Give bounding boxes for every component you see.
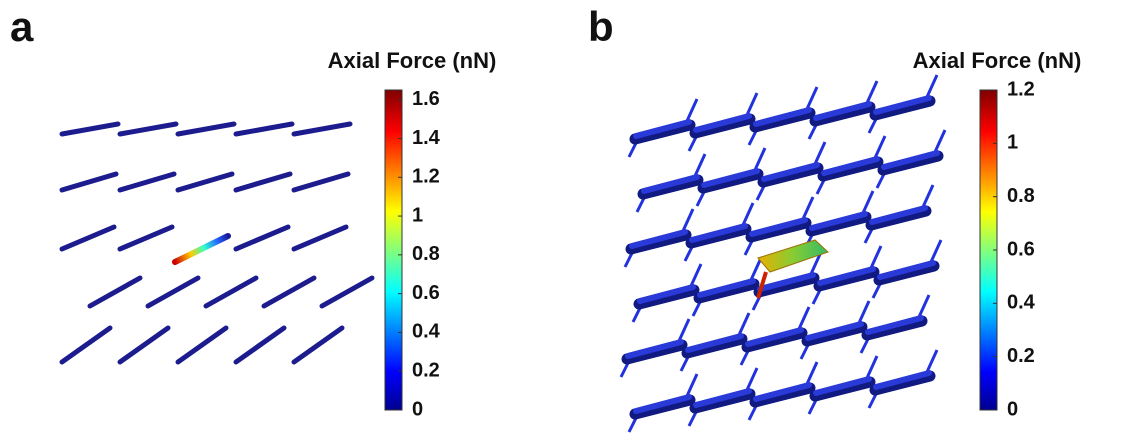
leg <box>687 99 697 121</box>
colorbar-tick-label: 1.2 <box>1007 78 1035 100</box>
leg <box>927 350 937 372</box>
leg <box>935 130 945 152</box>
leg <box>747 368 757 390</box>
colorbar-title: Axial Force (nN) <box>913 48 1082 73</box>
leg <box>755 148 765 170</box>
rod <box>322 278 372 306</box>
colorbar-tick-label: 0.4 <box>412 321 441 343</box>
leg <box>739 313 749 335</box>
leg <box>683 209 693 231</box>
leg <box>747 93 757 115</box>
leg <box>807 87 817 109</box>
colorbar-tick-label: 0.2 <box>1007 345 1035 367</box>
rod <box>294 328 342 362</box>
stressed-rod <box>175 236 228 262</box>
rod <box>178 124 234 134</box>
rod <box>62 174 116 190</box>
leg <box>863 191 873 213</box>
rod <box>120 174 174 190</box>
leg <box>815 142 825 164</box>
stressed-rod <box>758 240 828 272</box>
rod <box>120 227 172 249</box>
rod <box>294 124 350 134</box>
figure: a Axial Force (nN) 0 0.2 0.4 0.6 0.8 1 1.2 1.4 1.6… <box>0 0 1122 440</box>
rod <box>90 278 140 306</box>
rod <box>236 124 292 134</box>
colorbar-tick-label: 0 <box>412 398 423 420</box>
rod <box>236 328 284 362</box>
colorbar-tick-label: 1 <box>1007 132 1018 154</box>
leg <box>931 240 941 262</box>
colorbar-title: Axial Force (nN) <box>328 48 497 73</box>
rod <box>294 227 346 249</box>
colorbar-tick-label: 0.6 <box>1007 238 1035 260</box>
colorbar-tick-label: 0.2 <box>412 359 440 381</box>
leg <box>695 154 705 176</box>
leg <box>867 81 877 103</box>
leg <box>691 264 701 286</box>
rod <box>178 174 232 190</box>
rod <box>236 227 288 249</box>
leg <box>807 362 817 384</box>
colorbar-tick-label: 0 <box>1007 398 1018 420</box>
colorbar-tick-label: 1.2 <box>412 166 440 188</box>
panel-label: a <box>10 3 34 50</box>
rods-panel-b <box>621 75 945 432</box>
rod <box>62 328 110 362</box>
leg <box>875 136 885 158</box>
rod <box>264 278 314 306</box>
leg <box>799 307 809 329</box>
rods-panel-a <box>62 124 372 362</box>
rod <box>206 278 256 306</box>
colorbar-tick-label: 0.4 <box>1007 292 1036 314</box>
leg <box>687 374 697 396</box>
leg <box>743 203 753 225</box>
rod <box>178 328 226 362</box>
leg <box>859 301 869 323</box>
leg <box>923 185 933 207</box>
rod <box>120 124 176 134</box>
rod <box>148 278 198 306</box>
colorbar-tick-label: 1.4 <box>412 127 441 149</box>
leg <box>803 197 813 219</box>
rod <box>236 174 290 190</box>
leg <box>927 75 937 97</box>
colorbar-tick-label: 0.8 <box>1007 185 1035 207</box>
leg <box>867 356 877 378</box>
leg <box>871 246 881 268</box>
rod <box>62 227 114 249</box>
leg <box>919 295 929 317</box>
rod <box>62 124 118 134</box>
colorbar-tick-label: 0.6 <box>412 282 440 304</box>
rod <box>294 174 348 190</box>
panel-label: b <box>588 3 614 50</box>
leg <box>679 319 689 341</box>
colorbar-tick-label: 1 <box>412 204 423 226</box>
colorbar-tick-label: 1.6 <box>412 88 440 110</box>
leg <box>751 258 761 280</box>
colorbar-tick-label: 0.8 <box>412 243 440 265</box>
rod <box>120 328 168 362</box>
